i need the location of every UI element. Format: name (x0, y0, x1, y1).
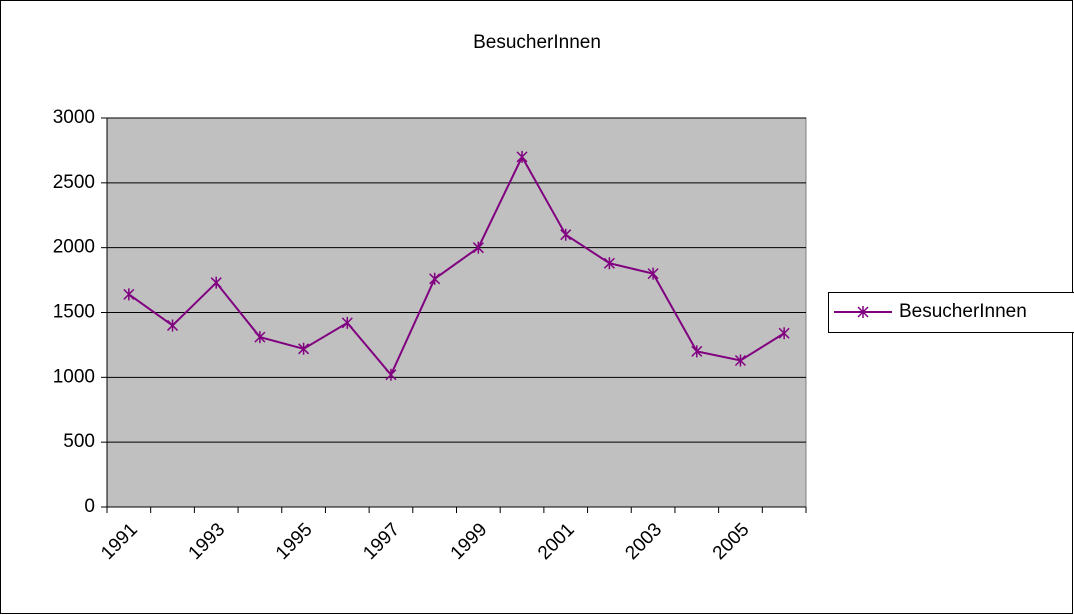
legend-label: BesucherInnen (899, 301, 1027, 322)
point-marker (254, 331, 266, 344)
y-tick-label: 1000 (53, 366, 95, 387)
series-line (128, 154, 785, 377)
point-marker (385, 368, 397, 381)
y-tick-label: 3000 (53, 107, 95, 128)
point-marker (429, 272, 441, 285)
point-marker (516, 150, 528, 163)
point-marker (647, 267, 659, 280)
point-marker (603, 257, 615, 270)
y-tick-label: 2000 (53, 237, 95, 258)
y-tick-label: 1500 (53, 302, 95, 323)
point-marker (560, 228, 572, 241)
point-marker (210, 276, 222, 289)
y-tick-label: 2500 (53, 172, 95, 193)
point-marker (734, 354, 746, 367)
point-marker (778, 327, 790, 340)
legend-marker (857, 306, 869, 318)
point-marker (167, 319, 179, 332)
y-tick-label: 0 (84, 496, 95, 517)
point-marker (691, 345, 703, 358)
point-marker (298, 342, 310, 355)
point-marker (341, 316, 353, 329)
chart-title: BesucherInnen (473, 32, 601, 53)
y-tick-label: 500 (63, 431, 95, 452)
point-marker (472, 241, 484, 254)
point-marker (123, 288, 135, 301)
